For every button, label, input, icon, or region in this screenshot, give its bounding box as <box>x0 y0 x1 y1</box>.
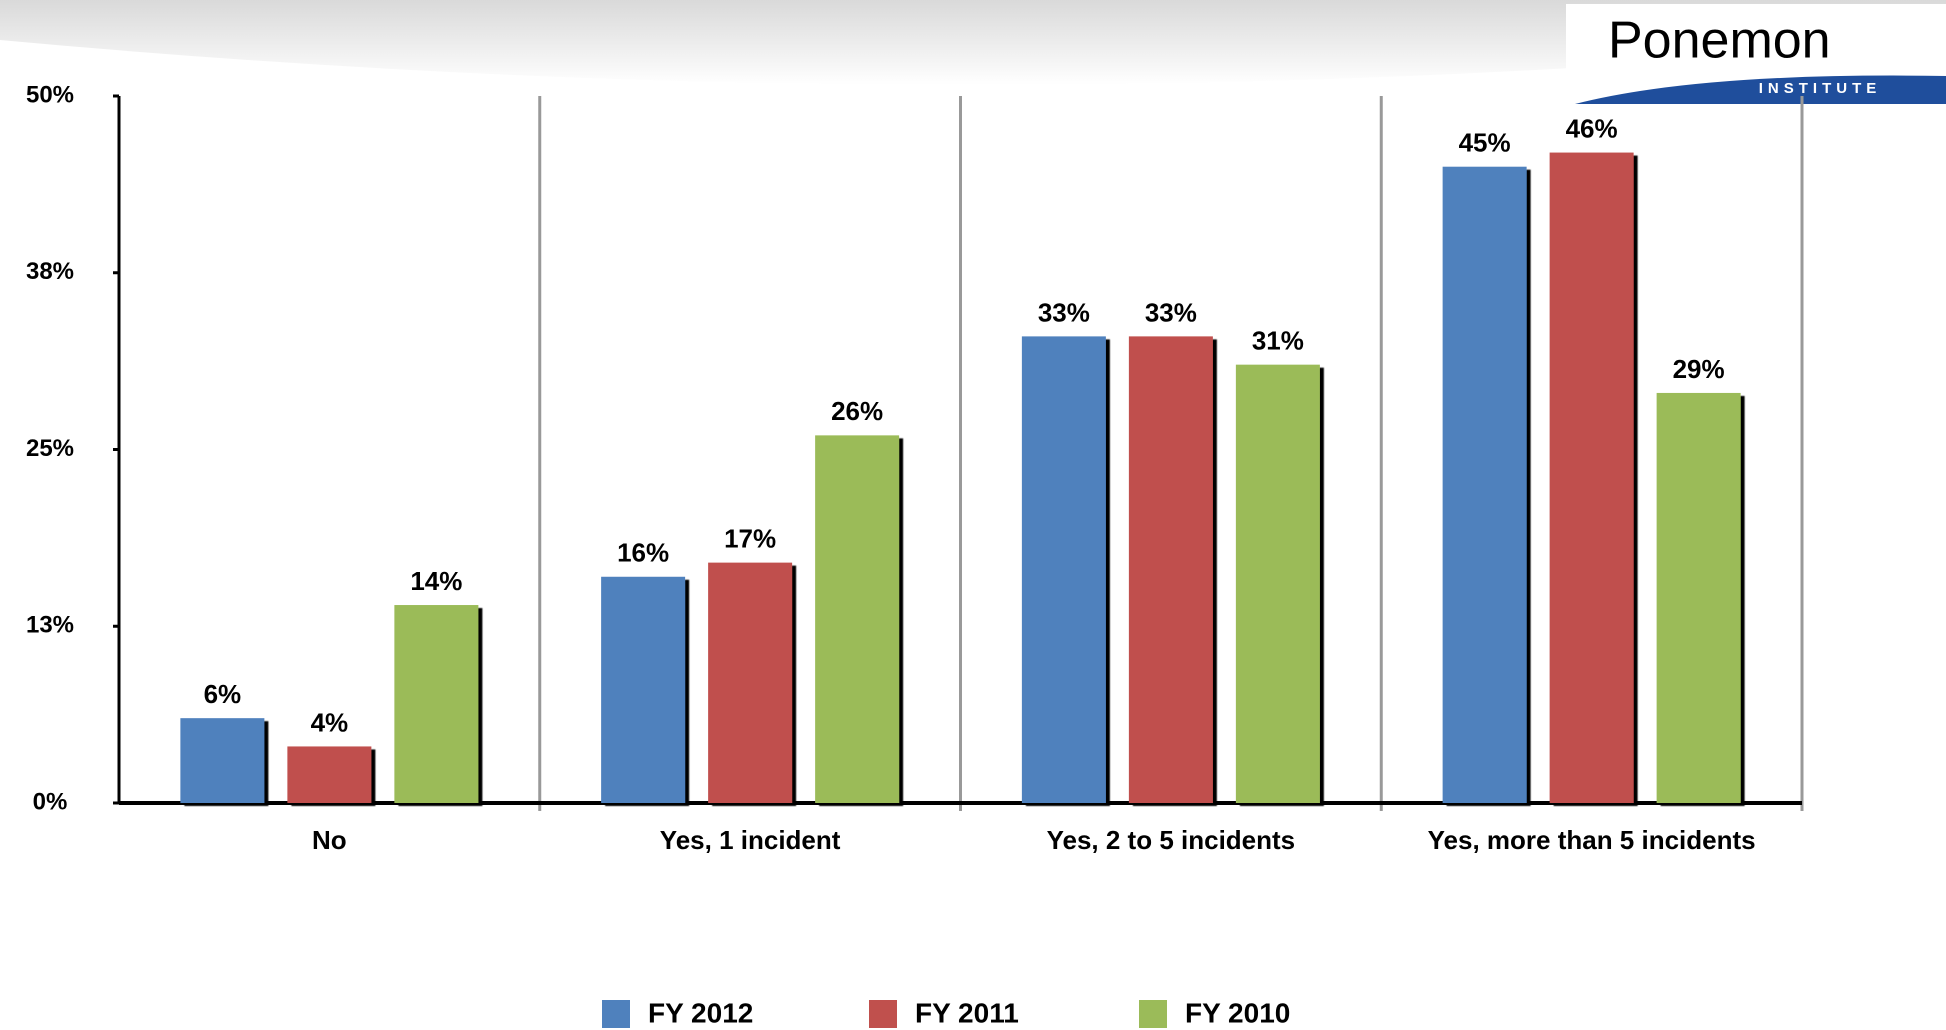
bar <box>287 746 372 803</box>
x-tick-label: Yes, 1 incident <box>660 825 841 855</box>
value-label: 16% <box>617 538 669 568</box>
legend-label: FY 2010 <box>1185 997 1290 1028</box>
logo-swoosh <box>1575 75 1946 104</box>
bar <box>1549 152 1634 803</box>
y-tick-label: 13% <box>26 612 74 639</box>
value-label: 31% <box>1252 326 1304 356</box>
x-tick-label: No <box>312 825 347 855</box>
bar <box>1656 392 1741 803</box>
header-band <box>0 0 1946 85</box>
legend-swatch <box>1139 1000 1167 1028</box>
value-label: 45% <box>1459 128 1511 158</box>
value-label: 33% <box>1038 297 1090 327</box>
value-label: 26% <box>831 396 883 426</box>
bar <box>394 605 479 803</box>
value-label: 29% <box>1673 354 1725 384</box>
value-label: 6% <box>204 679 242 709</box>
bar <box>180 718 265 803</box>
value-label: 14% <box>410 566 462 596</box>
bar <box>1235 364 1320 803</box>
value-label: 4% <box>311 707 349 737</box>
bar <box>601 576 686 803</box>
bar <box>708 562 793 803</box>
y-tick-label: 25% <box>26 435 74 462</box>
bar <box>1021 336 1106 803</box>
bar <box>815 435 900 803</box>
legend-swatch <box>869 1000 897 1028</box>
x-tick-label: Yes, 2 to 5 incidents <box>1047 825 1296 855</box>
logo-name: Ponemon <box>1608 12 1831 70</box>
bar <box>1442 166 1527 803</box>
logo-subtitle: INSTITUTE <box>1759 80 1882 97</box>
y-tick-label: 38% <box>26 258 74 285</box>
legend-swatch <box>602 1000 630 1028</box>
logo: Ponemon INSTITUTE <box>1566 4 1946 104</box>
y-tick-label: 0% <box>33 788 68 815</box>
value-label: 17% <box>724 523 776 553</box>
value-label: 46% <box>1566 113 1618 143</box>
legend-label: FY 2012 <box>648 997 753 1028</box>
y-tick-label: 50% <box>26 81 74 108</box>
x-tick-label: Yes, more than 5 incidents <box>1428 825 1756 855</box>
bar <box>1128 336 1213 803</box>
value-label: 33% <box>1145 297 1197 327</box>
legend-label: FY 2011 <box>915 997 1019 1028</box>
